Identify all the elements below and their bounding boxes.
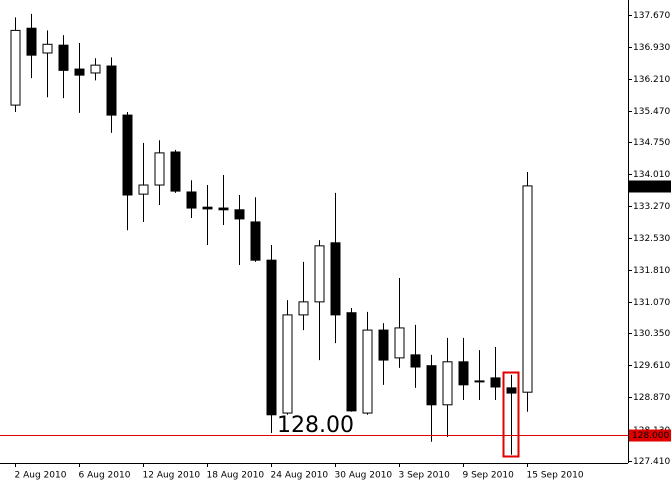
candle-body	[74, 68, 85, 76]
highlight-box	[502, 371, 520, 458]
y-tick-label: 136.930	[633, 43, 670, 53]
x-tick-label: 18 Aug 2010	[207, 471, 265, 481]
last-price-box	[629, 180, 671, 193]
candle-body	[378, 329, 389, 361]
y-tick-label: 132.530	[633, 234, 670, 244]
candle-body	[282, 314, 293, 414]
y-tick-label: 127.410	[633, 457, 670, 467]
last-price-label: 133.740	[632, 182, 669, 192]
y-tick-label: 134.010	[633, 170, 670, 180]
y-tick-label: 129.610	[633, 361, 670, 371]
candle-body	[202, 206, 213, 210]
candle-body	[122, 114, 133, 196]
candle-body	[234, 209, 245, 220]
x-tick-label: 24 Aug 2010	[271, 471, 329, 481]
y-tick-label: 128.870	[633, 393, 670, 403]
x-tick-label: 12 Aug 2010	[143, 471, 201, 481]
y-tick-label: 131.810	[633, 266, 670, 276]
candle-body	[346, 312, 357, 412]
x-tick-label: 15 Sep 2010	[527, 471, 584, 481]
annotation: 128.00	[277, 413, 354, 438]
y-tick-label: 130.350	[633, 329, 670, 339]
candle-body	[250, 221, 261, 261]
candle-body	[474, 380, 485, 383]
x-tick-label: 9 Sep 2010	[463, 471, 515, 481]
candle-body	[522, 185, 533, 393]
x-tick-label: 6 Aug 2010	[79, 471, 131, 481]
candle-body	[458, 361, 469, 386]
candle-body	[410, 354, 421, 368]
candle-body	[42, 43, 53, 54]
y-tick-label: 137.670	[633, 11, 670, 21]
candle-body	[330, 242, 341, 316]
candle-body	[442, 361, 453, 406]
candle-body	[490, 377, 501, 388]
candle-body	[394, 327, 405, 359]
x-tick-label: 3 Sep 2010	[399, 471, 451, 481]
candle-body	[170, 151, 181, 192]
candle-body	[10, 29, 21, 106]
candle-body	[218, 207, 229, 211]
y-tick-label: 135.470	[633, 107, 670, 117]
y-tick-label: 133.270	[633, 202, 670, 212]
candle-body	[106, 65, 117, 116]
candle-body	[90, 64, 101, 74]
candle-body	[426, 365, 437, 406]
level-label: 128.000	[632, 431, 669, 441]
candle-body	[58, 44, 69, 71]
y-tick-label: 134.750	[633, 138, 670, 148]
candle-body	[506, 387, 517, 394]
candle-body	[138, 184, 149, 195]
candle-body	[154, 152, 165, 186]
candle-body	[186, 191, 197, 209]
candle-body	[26, 27, 37, 56]
y-tick-label: 131.070	[633, 298, 670, 308]
y-tick-label: 136.210	[633, 75, 670, 85]
candle-body	[266, 259, 277, 416]
candle-body	[314, 245, 325, 303]
x-tick-label: 30 Aug 2010	[335, 471, 393, 481]
x-tick-label: 2 Aug 2010	[15, 471, 67, 481]
candle-body	[362, 329, 373, 414]
level-label-box	[629, 429, 671, 442]
candle-body	[298, 301, 309, 316]
